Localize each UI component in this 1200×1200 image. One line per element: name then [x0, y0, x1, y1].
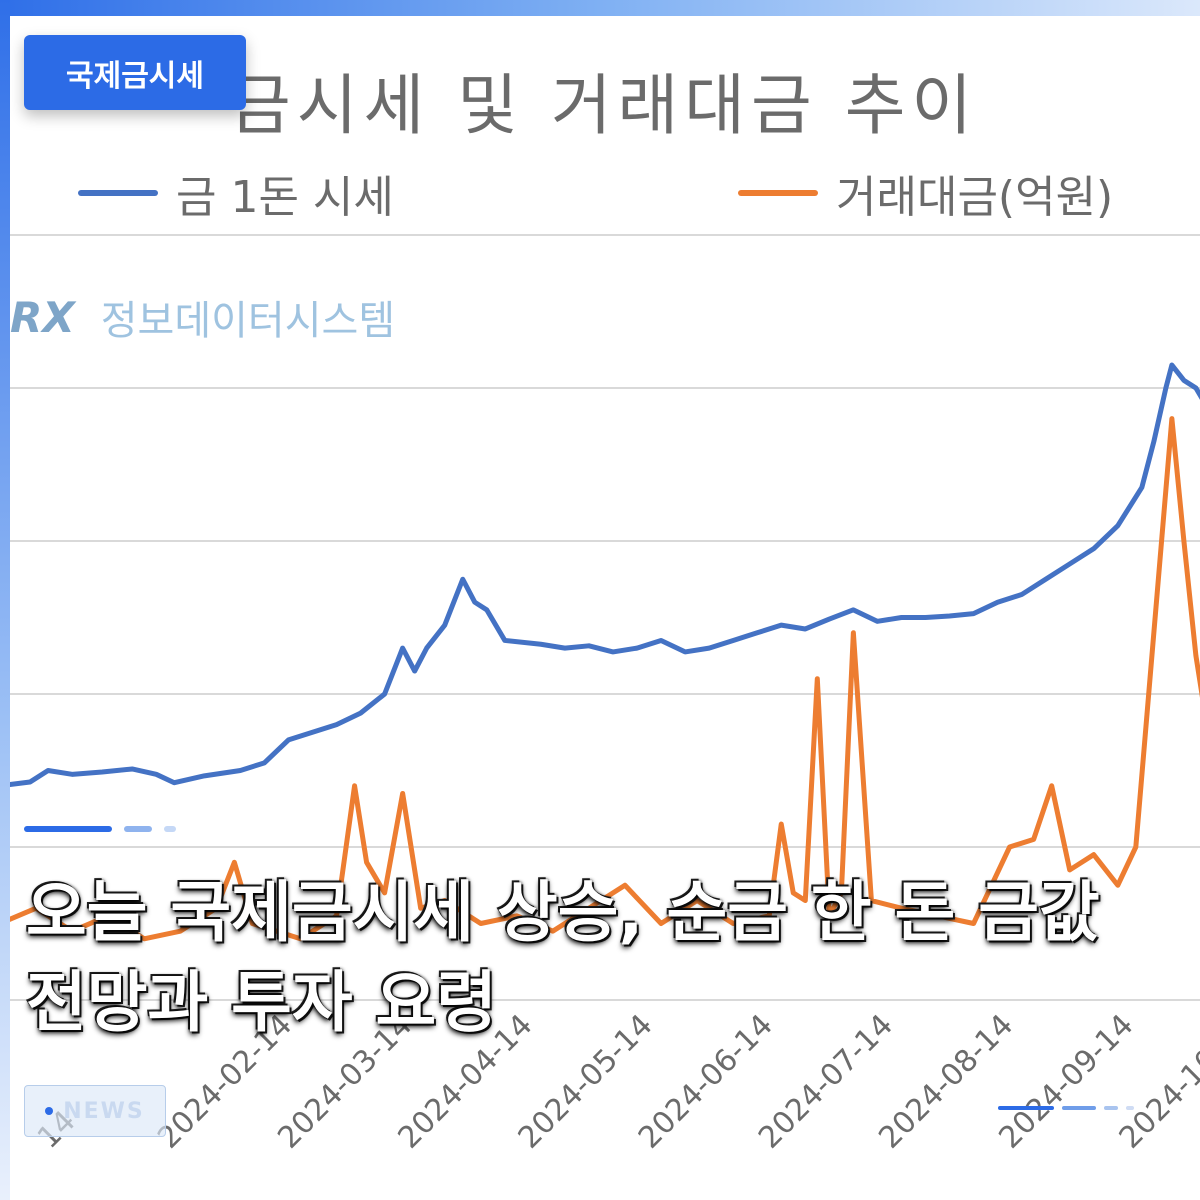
series-line-trade-value: [0, 416, 1200, 942]
news-badge[interactable]: NEWS: [24, 1085, 166, 1137]
category-badge[interactable]: 국제금시세: [24, 35, 246, 110]
watermark-text: 정보데이터시스템: [100, 298, 396, 344]
pager-dash: [1126, 1106, 1134, 1110]
progress-segment: [164, 826, 176, 832]
pager-indicator: [998, 1106, 1134, 1110]
headline: 오늘 국제금시세 상승, 순금 한 돈 금값 전망과 투자 요령: [26, 868, 1176, 1048]
legend-label-gold-price: 금 1돈 시세: [176, 172, 394, 223]
progress-segment-active: [24, 826, 112, 832]
pager-dash: [1062, 1106, 1096, 1110]
top-accent-border: [0, 0, 1200, 16]
headline-line-2: 전망과 투자 요령: [26, 964, 497, 1041]
krx-watermark: RX 정보데이터시스템: [10, 288, 395, 346]
krx-logo: RX: [10, 292, 75, 342]
legend-item-trade-value: 거래대금(억원): [738, 168, 1113, 223]
slide-progress: [24, 826, 176, 832]
legend-item-gold-price: 금 1돈 시세: [78, 168, 394, 223]
chart-title: 금시세 및 거래대금 추이: [230, 67, 979, 144]
headline-line-1: 오늘 국제금시세 상승, 순금 한 돈 금값: [26, 874, 1100, 951]
pager-dash: [1104, 1106, 1118, 1110]
left-accent-border: [0, 0, 10, 1200]
legend-swatch-gold-price: [78, 190, 158, 196]
legend-swatch-trade-value: [738, 190, 818, 196]
news-dot-icon: [45, 1107, 54, 1115]
legend-label-trade-value: 거래대금(억원): [836, 172, 1114, 223]
series-line-gold-price: [0, 362, 1200, 789]
pager-dash-active: [998, 1106, 1054, 1110]
progress-segment: [124, 826, 152, 832]
news-label: NEWS: [63, 1098, 145, 1124]
